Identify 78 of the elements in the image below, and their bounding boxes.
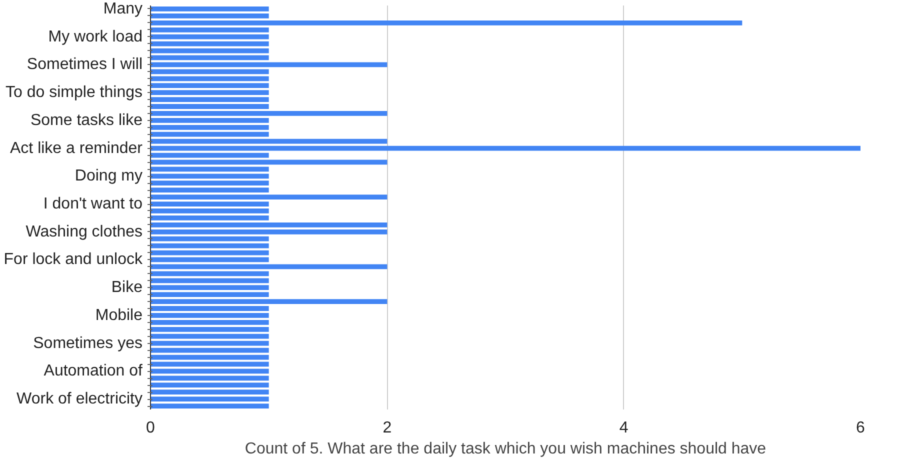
bar [150,271,269,276]
bar [150,313,269,318]
y-tick-label: Automation of [44,362,144,380]
bar [150,236,269,242]
bar [150,368,269,374]
x-tick-label: 6 [856,420,866,436]
bar [150,390,269,395]
bar [150,208,269,214]
bar [150,180,269,186]
bar [150,404,269,408]
bar [150,20,742,26]
y-tick-label: Sometimes yes [33,334,143,352]
y-tick-label: Mobile [95,306,143,324]
y-tick-label: Washing clothes [26,223,142,240]
bar [150,97,269,102]
bar [150,299,388,304]
bar [150,376,269,381]
bar [150,382,269,388]
bar [150,14,269,18]
bar [150,6,269,12]
bar [150,48,269,54]
y-tick-label: I don't want to [43,196,143,213]
y-tick-label: Many [103,0,142,18]
bar [150,257,269,262]
bar [150,118,269,123]
bar [150,396,269,402]
bar [150,326,269,332]
bar [150,90,269,96]
y-tick-label: Work of electricity [16,390,142,408]
bar [150,152,269,158]
y-tick-label: For lock and unlock [4,251,144,268]
bar [150,202,269,206]
bar [150,41,269,46]
bar [150,34,269,40]
y-tick-label: To do simple things [6,84,143,102]
bar [150,83,269,88]
bar [150,138,388,144]
x-tick-label: 2 [382,420,392,436]
bar [150,27,269,32]
bar [150,250,269,256]
bar [150,76,269,82]
x-tick-label: 4 [619,420,628,436]
x-tick-label: 0 [146,420,156,436]
bar [150,222,388,228]
bar [150,166,269,172]
x-axis-title: Count of 5. What are the daily task which you wish machines should have [244,440,766,458]
bar [150,132,269,137]
bar [150,285,269,290]
y-tick-label: My work load [48,28,142,46]
y-tick-label: Act like a reminder [10,140,144,157]
bar [150,278,269,284]
y-tick-label: Sometimes I will [26,56,142,74]
bar [150,320,269,325]
bar [150,69,269,74]
bar [150,348,269,353]
bar [150,229,388,234]
bar [150,340,269,346]
bar [150,362,269,367]
y-tick-label: Some tasks like [30,112,143,129]
bar [150,216,269,220]
bar [150,174,269,179]
bar [150,354,269,360]
bar [150,111,388,116]
bar [150,146,860,151]
bar [150,188,269,193]
bar [150,264,388,270]
bar [150,334,269,339]
y-tick-label: Doing my [74,168,142,185]
bar [150,306,269,311]
bar [150,62,388,68]
bar [150,243,269,248]
bar [150,194,388,200]
bar [150,55,269,60]
y-tick-label: Bike [111,279,143,296]
bar [150,104,269,109]
bar [150,292,269,298]
bar [150,124,269,130]
bar [150,160,388,165]
